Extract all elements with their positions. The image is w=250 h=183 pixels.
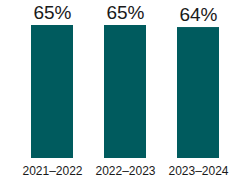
svg-text:2023–2024: 2023–2024 bbox=[168, 164, 228, 178]
svg-text:65%: 65% bbox=[33, 2, 71, 23]
svg-text:65%: 65% bbox=[106, 2, 144, 23]
svg-text:64%: 64% bbox=[179, 4, 217, 25]
svg-text:2021–2022: 2021–2022 bbox=[22, 164, 82, 178]
svg-text:2022–2023: 2022–2023 bbox=[95, 164, 155, 178]
